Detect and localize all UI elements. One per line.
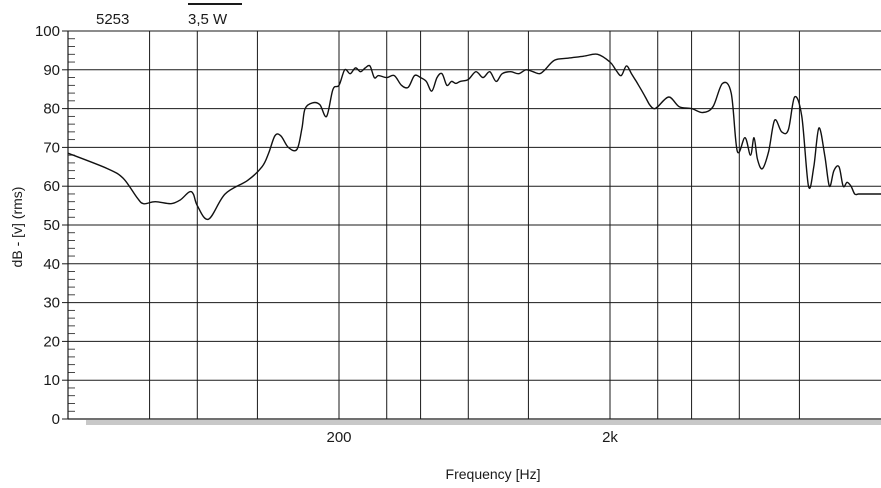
y-tick-label: 0 (52, 411, 60, 428)
response-curve (67, 53, 881, 221)
plot-bottom-shadow (86, 420, 881, 425)
y-tick-label: 20 (43, 333, 60, 350)
y-tick-label: 100 (35, 23, 60, 40)
y-tick-label: 90 (43, 62, 60, 79)
y-tick-label: 10 (43, 372, 60, 389)
y-tick-label: 40 (43, 256, 60, 273)
horizontal-gridlines (68, 30, 881, 420)
y-tick-labels: 0 10 20 30 40 50 60 70 80 90 100 (35, 23, 60, 428)
x-tick-label: 2k (602, 429, 618, 446)
y-tick-label: 30 (43, 295, 60, 312)
y-minor-ticks (62, 30, 75, 420)
x-tick-label: 200 (326, 429, 351, 446)
y-tick-label: 60 (43, 178, 60, 195)
x-axis-title: Frequency [Hz] (446, 466, 541, 482)
power-label: 3,5 W (188, 11, 228, 28)
y-tick-label: 70 (43, 139, 60, 156)
x-axis-shadow-bar (86, 420, 881, 425)
model-label: 5253 (96, 11, 129, 28)
x-tick-labels: 200 2k (326, 429, 618, 446)
y-axis-title: dB - [v] (rms) (9, 187, 25, 268)
response-curve-group (67, 53, 881, 221)
y-tick-label: 50 (43, 217, 60, 234)
vertical-gridlines (149, 31, 800, 419)
y-tick-label: 80 (43, 101, 60, 118)
